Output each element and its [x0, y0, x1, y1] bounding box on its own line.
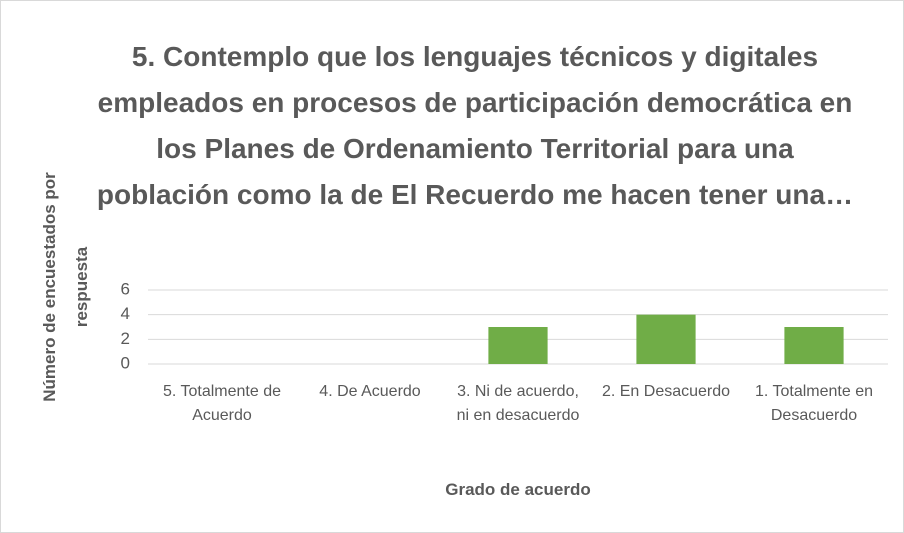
- y-axis-label: Número de encuestados por respuesta: [40, 172, 91, 402]
- y-tick-label: 0: [121, 353, 130, 372]
- y-tick-label: 2: [121, 329, 130, 348]
- x-tick-label: 1. Totalmente en Desacuerdo: [754, 383, 873, 424]
- bar: [488, 327, 548, 364]
- y-tick-label: 6: [121, 279, 130, 298]
- x-tick-label: 2. En Desacuerdo: [601, 383, 731, 400]
- y-tick-label: 4: [121, 304, 130, 323]
- x-tick-label: 3. Ni de acuerdo, ni en desacuerdo: [456, 383, 580, 424]
- bar: [636, 314, 696, 364]
- x-tick-label: 5. Totalmente de Acuerdo: [162, 383, 281, 424]
- x-tick-label: 4. De Acuerdo: [319, 383, 421, 400]
- chart-title: 5. Contemplo que los lenguajes técnicos …: [96, 41, 854, 210]
- x-axis-label: Grado de acuerdo: [445, 480, 591, 499]
- bar: [784, 327, 844, 364]
